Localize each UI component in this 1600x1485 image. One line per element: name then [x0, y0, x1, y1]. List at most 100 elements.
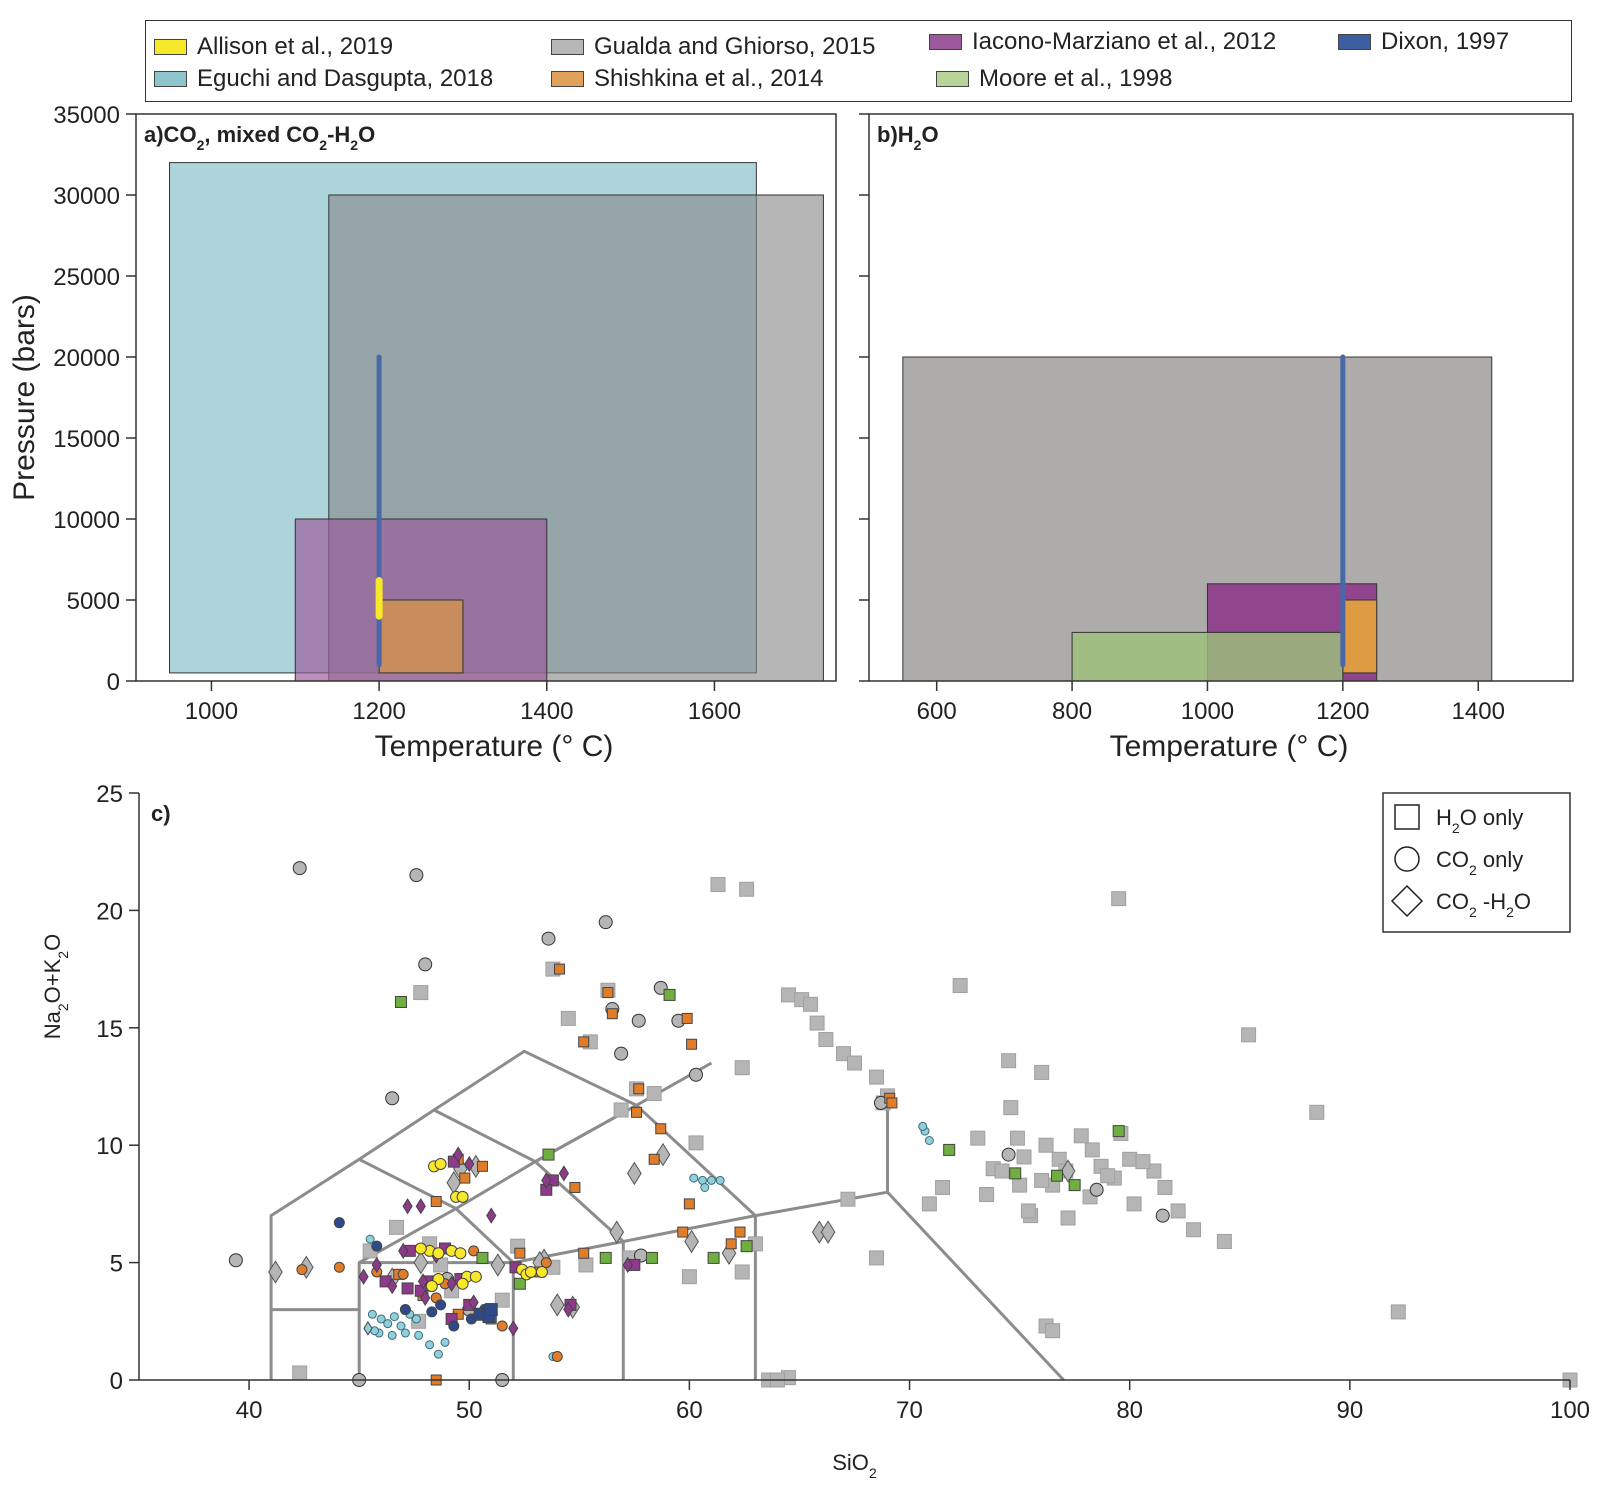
data-point-diamond [402, 1198, 413, 1215]
data-point-square [921, 1196, 937, 1212]
data-point-circle [535, 1265, 548, 1278]
range-rect [1071, 631, 1344, 682]
data-point-square [677, 1226, 689, 1238]
data-point-square [809, 1015, 825, 1031]
data-point-square [869, 1069, 885, 1085]
y-tick-label: 5000 [67, 588, 120, 615]
data-point-square [835, 1046, 851, 1062]
data-point-circle [524, 1265, 537, 1278]
data-point-circle [688, 1067, 703, 1082]
x-tick-label: 60 [676, 1397, 703, 1424]
data-point-square [1146, 1163, 1162, 1179]
data-point-square [1034, 1172, 1050, 1188]
text-part: CO [1436, 847, 1469, 872]
text-part: 2 [350, 137, 358, 153]
data-point-circle [1155, 1208, 1170, 1223]
data-point-square [513, 1277, 526, 1290]
data-point-circle [435, 1299, 447, 1311]
range-rect [378, 599, 464, 674]
legend-swatch [1338, 34, 1371, 50]
data-point-square [952, 978, 968, 994]
data-point-circle [385, 1091, 400, 1106]
data-point-diamond [453, 1146, 464, 1163]
tas-boundary-line [534, 1061, 713, 1163]
data-point-diamond [268, 1260, 283, 1284]
text-part: 2 [319, 137, 327, 153]
data-point-square [613, 1102, 629, 1118]
x-tick-label: 1200 [352, 698, 405, 725]
data-point-square [686, 1038, 698, 1050]
data-point-square [1111, 891, 1127, 907]
data-point-circle [376, 1314, 386, 1324]
data-point-circle [541, 931, 556, 946]
data-point-diamond [363, 1320, 373, 1336]
panel-label: a)CO2, mixed CO2-H2O [144, 122, 375, 153]
data-point-diamond [387, 1277, 398, 1295]
text-part: O [1514, 889, 1531, 914]
data-point-diamond [417, 1273, 429, 1290]
data-point-circle [1001, 1147, 1016, 1162]
x-tick-label: 1400 [1452, 698, 1505, 725]
plot-area [139, 793, 1570, 1380]
x-tick-label: 100 [1550, 1397, 1590, 1424]
data-point-square [569, 1181, 581, 1193]
text-part: O only [1460, 805, 1524, 830]
data-point-square [606, 1008, 618, 1020]
data-point-circle [414, 1242, 427, 1255]
data-point-square [1068, 1179, 1081, 1192]
text-part: 2 [914, 137, 922, 153]
legend-swatch [929, 34, 962, 50]
data-point-circle [456, 1277, 469, 1290]
data-point-circle [433, 1349, 443, 1359]
data-point-square [494, 1292, 510, 1308]
data-point-square [869, 1250, 885, 1266]
data-point-diamond [486, 1207, 497, 1224]
data-point-square [740, 1240, 753, 1253]
x-tick-label: 80 [1116, 1397, 1143, 1424]
data-point-circle [706, 1175, 716, 1185]
data-point-square [707, 1251, 720, 1264]
circle-symbol [1394, 846, 1420, 872]
legend-item-moore: Moore et al., 1998 [936, 65, 1172, 93]
data-point-square [401, 1282, 414, 1295]
data-point-square [1045, 1323, 1061, 1339]
y-tick-label: 5 [110, 1251, 123, 1278]
plot-frame [868, 113, 1574, 682]
x-tick-label: 1600 [688, 698, 741, 725]
data-point-square [476, 1160, 488, 1172]
data-point-circle [389, 1312, 399, 1322]
text-part: b)H [877, 122, 914, 147]
data-point-square [633, 1083, 645, 1095]
data-point-circle [411, 1314, 421, 1324]
text-part: 2 [1469, 862, 1477, 878]
data-point-circle [396, 1321, 406, 1331]
data-point-square [1241, 1027, 1257, 1043]
data-point-circle [387, 1330, 397, 1340]
y-axis-label: Pressure (bars) [8, 294, 41, 501]
data-point-diamond [609, 1220, 625, 1244]
data-point-square [599, 1251, 612, 1264]
text-part: O [40, 934, 65, 951]
data-point-square [1157, 1179, 1173, 1195]
data-point-square [710, 877, 726, 893]
data-point-circle [1089, 1182, 1104, 1197]
data-point-circle [540, 1257, 552, 1269]
shape-legend-label: CO2 only [1436, 847, 1523, 878]
plot-frame [135, 113, 837, 682]
x-axis-label: Temperature (° C) [1110, 730, 1349, 763]
data-point-circle [448, 1320, 460, 1332]
data-point-square [1216, 1233, 1232, 1249]
data-point-circle [434, 1157, 447, 1170]
data-point-circle [432, 1247, 445, 1260]
tas-boundary-line [358, 1157, 515, 1264]
y-tick-label: 20000 [53, 345, 120, 372]
y-tick-label: 0 [110, 1368, 123, 1395]
panel-label: b)H2O [877, 122, 939, 153]
data-point-square [389, 1219, 405, 1235]
data-point-square [292, 1365, 308, 1381]
data-point-square [602, 987, 614, 999]
data-point-square [578, 1257, 594, 1273]
data-point-square [1186, 1222, 1202, 1238]
text-part: c) [151, 801, 171, 826]
